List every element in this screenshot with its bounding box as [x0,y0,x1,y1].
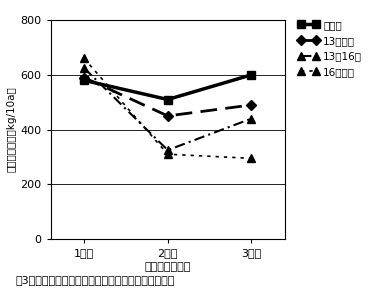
16度以上 [249,157,254,160]
16度以上 [165,153,170,156]
凹　地 [165,98,170,101]
凹　地 [249,73,254,77]
Line: 13～16度: 13～16度 [80,64,255,154]
Line: 13度以下: 13度以下 [81,74,255,120]
13度以下 [165,114,170,118]
Line: 凹　地: 凹 地 [80,71,255,104]
Y-axis label: 牧草乾物収量（kg/10a）: 牧草乾物収量（kg/10a） [6,87,16,173]
X-axis label: 調　査　年　次: 調 査 年 次 [145,262,191,272]
凹　地 [82,79,87,82]
13～16度 [249,117,254,120]
Text: 図3　　無施肥での地形区分別の牧草乾物収量の推移: 図3 無施肥での地形区分別の牧草乾物収量の推移 [16,275,175,285]
13～16度 [165,148,170,152]
16度以上 [82,57,87,60]
Line: 16度以上: 16度以上 [80,54,255,162]
Legend: 凹　地, 13度以下, 13～16度, 16度以上: 凹 地, 13度以下, 13～16度, 16度以上 [294,16,366,81]
13～16度 [82,66,87,70]
13度以下 [82,76,87,79]
13度以下 [249,103,254,107]
